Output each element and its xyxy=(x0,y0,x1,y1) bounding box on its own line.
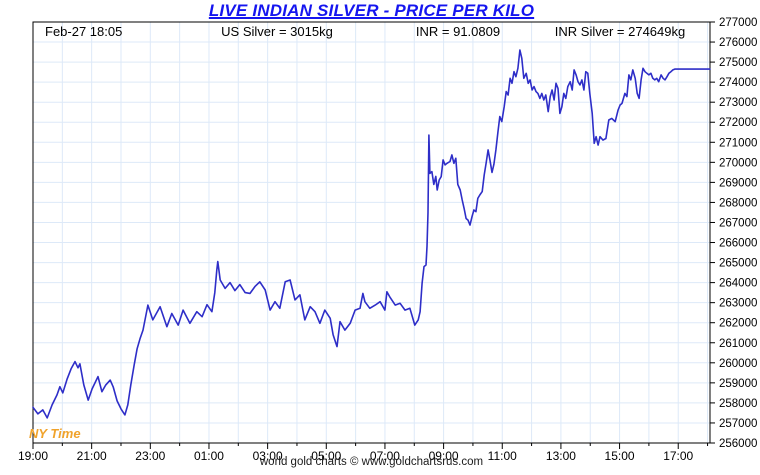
svg-text:13:00: 13:00 xyxy=(546,449,576,463)
svg-text:01:00: 01:00 xyxy=(194,449,224,463)
header-us-silver: US Silver = 3015kg xyxy=(221,24,333,39)
header-inr-silver: INR Silver = 274649kg xyxy=(554,24,686,39)
svg-text:07:00: 07:00 xyxy=(370,449,400,463)
svg-text:266000: 266000 xyxy=(719,238,757,250)
svg-text:258000: 258000 xyxy=(719,398,757,410)
svg-text:275000: 275000 xyxy=(719,57,757,69)
svg-text:267000: 267000 xyxy=(719,217,757,229)
svg-text:273000: 273000 xyxy=(719,97,757,109)
svg-text:11:00: 11:00 xyxy=(488,449,517,463)
svg-text:270000: 270000 xyxy=(719,157,757,169)
svg-text:262000: 262000 xyxy=(719,318,757,330)
svg-text:274000: 274000 xyxy=(719,77,757,89)
svg-text:259000: 259000 xyxy=(719,378,757,390)
svg-text:21:00: 21:00 xyxy=(77,449,107,463)
svg-text:23:00: 23:00 xyxy=(135,449,165,463)
header-datetime: Feb-27 18:05 xyxy=(45,24,123,39)
ny-time-label: NY Time xyxy=(29,426,81,441)
svg-text:17:00: 17:00 xyxy=(663,449,693,463)
svg-text:269000: 269000 xyxy=(719,177,757,189)
svg-text:264000: 264000 xyxy=(719,278,757,290)
svg-text:263000: 263000 xyxy=(719,298,757,310)
svg-text:257000: 257000 xyxy=(719,418,757,430)
svg-text:268000: 268000 xyxy=(719,197,757,209)
svg-text:271000: 271000 xyxy=(719,137,757,149)
svg-text:09:00: 09:00 xyxy=(429,449,459,463)
svg-text:19:00: 19:00 xyxy=(18,449,48,463)
svg-text:261000: 261000 xyxy=(719,338,757,350)
footer-credit: world gold charts © www.goldchartsrus.co… xyxy=(259,456,484,468)
header-inr-rate: INR = 91.0809 xyxy=(415,24,501,39)
svg-text:15:00: 15:00 xyxy=(605,449,635,463)
svg-text:03:00: 03:00 xyxy=(253,449,283,463)
svg-text:260000: 260000 xyxy=(719,358,757,370)
svg-text:272000: 272000 xyxy=(719,117,757,129)
svg-text:256000: 256000 xyxy=(719,438,757,450)
svg-text:265000: 265000 xyxy=(719,258,757,270)
svg-text:05:00: 05:00 xyxy=(311,449,341,463)
svg-text:276000: 276000 xyxy=(719,37,757,49)
chart-title: LIVE INDIAN SILVER - PRICE PER KILO xyxy=(208,1,535,20)
svg-text:277000: 277000 xyxy=(719,17,757,29)
